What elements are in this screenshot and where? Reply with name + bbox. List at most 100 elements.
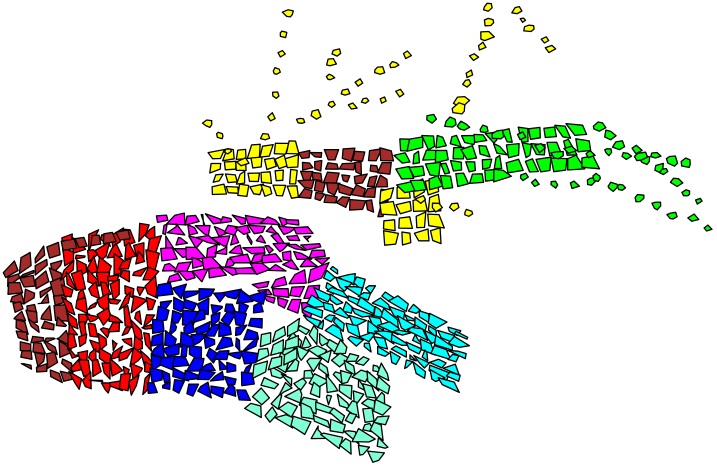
mesh-cell-cyan bbox=[373, 330, 395, 345]
mesh-cell-yellow bbox=[398, 216, 414, 230]
mesh-cell-yellow bbox=[212, 173, 224, 183]
mesh-cell-brown bbox=[45, 351, 59, 369]
mesh-cell-blue bbox=[155, 282, 174, 297]
mesh-cell-yellow bbox=[207, 148, 226, 160]
mesh-cell-cyan bbox=[351, 306, 376, 318]
mesh-cell-brown bbox=[314, 159, 323, 172]
mesh-fragment-yellow bbox=[340, 88, 351, 96]
mesh-fragment-green bbox=[659, 167, 669, 176]
mesh-cell-aquamarine bbox=[300, 335, 312, 349]
mesh-cell-brown bbox=[39, 286, 52, 299]
mesh-cell-green bbox=[543, 126, 558, 139]
mesh-cell-aquamarine bbox=[270, 339, 285, 356]
mesh-cell-green bbox=[421, 134, 436, 151]
mesh-cell-blue bbox=[236, 389, 252, 401]
mesh-cell-magenta bbox=[247, 224, 266, 235]
mesh-fragment-green bbox=[650, 151, 662, 159]
mesh-cell-yellow bbox=[284, 154, 300, 169]
mesh-cell-red bbox=[99, 327, 111, 339]
mesh-cell-yellow bbox=[379, 187, 395, 204]
mesh-fragment-green bbox=[585, 149, 596, 159]
mesh-fragment-green bbox=[592, 172, 601, 183]
mesh-cell-aquamarine bbox=[296, 324, 311, 336]
mesh-cell-blue bbox=[235, 337, 241, 352]
mesh-cell-aquamarine bbox=[259, 332, 272, 348]
mesh-cell-green bbox=[424, 161, 442, 177]
mesh-cell-blue bbox=[161, 381, 171, 391]
mesh-cell-magenta bbox=[250, 252, 266, 264]
mesh-cell-aquamarine bbox=[318, 349, 332, 364]
mesh-cell-brown bbox=[40, 305, 53, 322]
mesh-fragment-yellow bbox=[480, 30, 495, 42]
mesh-fragment-yellow bbox=[477, 41, 487, 51]
mesh-cell-brown bbox=[325, 182, 341, 196]
mesh-cell-magenta bbox=[293, 250, 313, 260]
mesh-cell-aquamarine bbox=[251, 360, 269, 380]
mesh-cell-magenta bbox=[194, 224, 211, 237]
mesh-cell-magenta bbox=[255, 234, 267, 244]
mesh-fragment-yellow bbox=[271, 91, 280, 99]
mesh-cell-brown bbox=[30, 335, 45, 344]
mesh-cell-blue bbox=[182, 298, 198, 311]
mesh-fragment-yellow bbox=[347, 102, 358, 110]
mesh-cell-yellow bbox=[260, 171, 273, 185]
mesh-cell-green bbox=[527, 126, 541, 140]
mesh-cell-brown bbox=[115, 229, 131, 241]
mesh-cell-aquamarine bbox=[376, 362, 390, 382]
mesh-cell-magenta bbox=[271, 287, 290, 298]
mesh-cell-blue bbox=[226, 361, 237, 374]
mesh-cell-green bbox=[465, 161, 476, 173]
mesh-fragment-green bbox=[479, 124, 489, 134]
mesh-cell-blue bbox=[223, 375, 237, 387]
mesh-fragment-yellow bbox=[544, 44, 557, 54]
mesh-fragment-green bbox=[703, 224, 713, 232]
mesh-cell-brown bbox=[297, 187, 313, 199]
mesh-cell-green bbox=[439, 174, 454, 190]
mesh-cell-yellow bbox=[401, 231, 412, 246]
mesh-cell-red bbox=[81, 371, 92, 390]
mesh-fragment-green bbox=[607, 181, 619, 193]
mesh-cell-blue bbox=[155, 305, 170, 323]
mesh-cell-magenta bbox=[210, 235, 231, 247]
mesh-cell-blue bbox=[186, 383, 200, 397]
mesh-cell-magenta bbox=[174, 261, 192, 273]
mesh-cell-yellow bbox=[260, 183, 273, 197]
mesh-cell-magenta bbox=[281, 250, 292, 262]
mesh-cell-cyan bbox=[447, 349, 467, 360]
mesh-fragment-yellow bbox=[464, 208, 474, 217]
mesh-cell-blue bbox=[247, 317, 263, 329]
mesh-cell-green bbox=[449, 134, 462, 148]
mesh-fragment-yellow bbox=[465, 69, 474, 79]
mesh-cell-green bbox=[524, 158, 539, 173]
mesh-cell-magenta bbox=[267, 264, 287, 272]
mesh-cell-aquamarine bbox=[325, 394, 333, 406]
mesh-fragment-yellow bbox=[267, 112, 276, 122]
mesh-cell-green bbox=[395, 165, 415, 180]
mesh-cell-aquamarine bbox=[280, 373, 293, 387]
mesh-cell-blue bbox=[212, 349, 230, 361]
mesh-cell-cyan bbox=[329, 293, 344, 306]
mesh-fragment-green bbox=[534, 142, 547, 154]
mesh-cell-magenta bbox=[289, 285, 306, 298]
mesh-fragment-yellow bbox=[511, 5, 523, 15]
mesh-fragment-green bbox=[687, 213, 700, 222]
mesh-cell-brown bbox=[43, 339, 58, 356]
mesh-cell-blue bbox=[209, 370, 225, 382]
mesh-cell-blue bbox=[172, 378, 186, 394]
mesh-cell-red bbox=[87, 322, 99, 338]
mesh-cell-yellow bbox=[223, 160, 237, 171]
mesh-cell-blue bbox=[196, 368, 216, 381]
mesh-cell-cyan bbox=[302, 314, 322, 329]
mesh-cell-red bbox=[106, 242, 123, 259]
mesh-cell-yellow bbox=[250, 156, 263, 169]
mesh-fragment-green bbox=[621, 151, 633, 161]
mesh-cell-aquamarine bbox=[338, 383, 353, 401]
mesh-cell-yellow bbox=[235, 170, 246, 185]
mesh-fragment-green bbox=[633, 151, 649, 162]
mesh-fragment-yellow bbox=[224, 148, 233, 155]
mesh-cell-magenta bbox=[234, 224, 251, 236]
mesh-cell-red bbox=[121, 325, 132, 337]
mesh-cell-green bbox=[521, 142, 533, 159]
mesh-cell-brown bbox=[32, 341, 47, 355]
mesh-cell-green bbox=[455, 172, 470, 188]
